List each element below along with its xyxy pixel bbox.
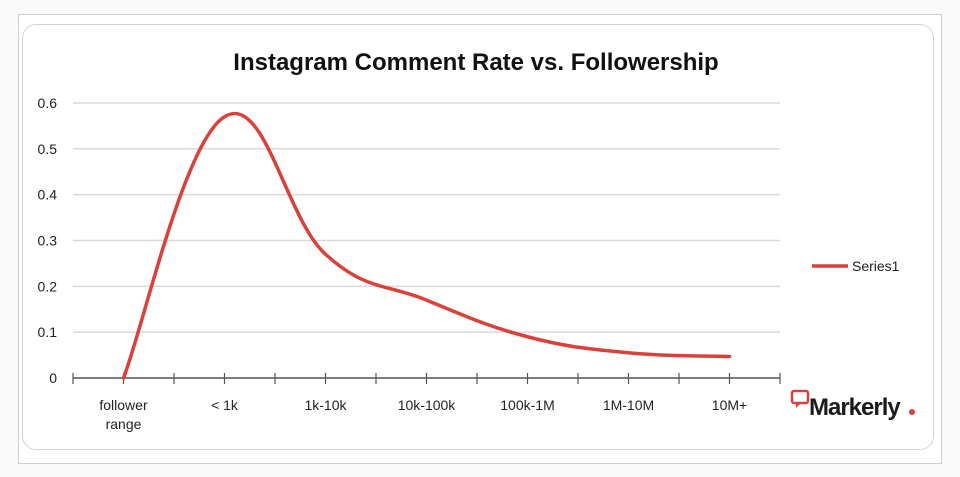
x-tick-label: 10k-100k xyxy=(398,397,457,413)
x-tick-label: 100k-1M xyxy=(500,397,554,413)
y-tick-label: 0.4 xyxy=(38,187,58,203)
speech-bubble-quote-icon xyxy=(790,389,810,408)
series1-line xyxy=(121,112,732,380)
y-tick-label: 0.6 xyxy=(38,95,58,111)
markerly-logo: Markerly xyxy=(790,389,915,421)
legend: Series1 xyxy=(812,258,900,274)
x-tick-label: 10M+ xyxy=(712,397,747,413)
x-tick-label: follower range xyxy=(99,397,148,432)
y-tick-label: 0 xyxy=(49,370,57,386)
x-tick-label: 1k-10k xyxy=(304,397,347,413)
y-tick-label: 0.1 xyxy=(38,324,58,340)
chart-title: Instagram Comment Rate vs. Followership xyxy=(233,49,718,76)
y-tick-label: 0.2 xyxy=(38,278,58,294)
svg-text:Markerly: Markerly xyxy=(809,394,901,421)
y-tick-label: 0.3 xyxy=(38,233,58,249)
legend-label: Series1 xyxy=(852,258,900,274)
x-tick-label: 1M-10M xyxy=(603,397,654,413)
x-tick-label: < 1k xyxy=(211,397,239,413)
y-tick-label: 0.5 xyxy=(38,141,58,157)
